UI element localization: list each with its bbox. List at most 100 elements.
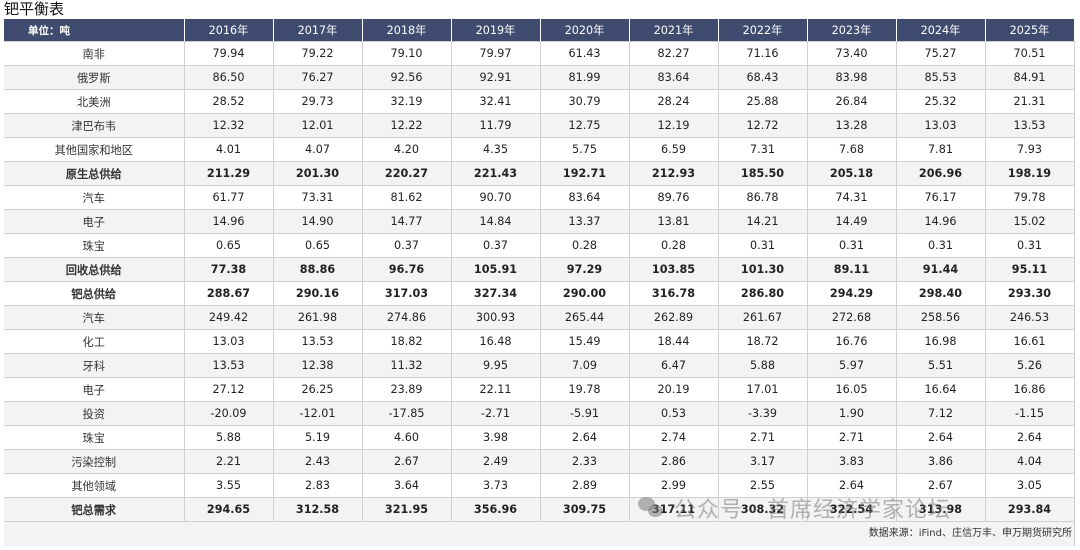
table-cell: 316.78 [629,281,719,306]
table-cell: -5.91 [540,401,630,426]
year-header: 2022年 [718,19,808,42]
table-cell: 300.93 [451,305,541,330]
table-cell: 70.51 [985,41,1075,66]
table-cell: 13.53 [273,329,363,354]
table-cell: 290.00 [540,281,630,306]
table-cell: 89.11 [807,257,897,282]
table-cell: 2.71 [718,425,808,450]
table-cell: 12.75 [540,113,630,138]
table-cell: 0.31 [896,233,986,258]
table-cell: 79.78 [985,185,1075,210]
table-row: 珠宝 0.65 0.65 0.37 0.37 0.28 0.28 0.31 0.31 0.31 0.… [4,233,1075,258]
table-cell: 73.31 [273,185,363,210]
table-cell: 5.19 [273,425,363,450]
table-cell: 220.27 [362,161,452,186]
table-cell: 2.71 [807,425,897,450]
table-row: 其他领域 3.55 2.83 3.64 3.73 2.89 2.99 2.55 2.64 2.67… [4,473,1075,498]
table-cell: 205.18 [807,161,897,186]
year-header: 2023年 [807,19,897,42]
table-cell: 2.64 [540,425,630,450]
table-cell: 22.11 [451,377,541,402]
table-cell: 86.78 [718,185,808,210]
table-cell: 86.50 [184,65,274,90]
table-cell: 18.44 [629,329,719,354]
table-cell: 0.37 [362,233,452,258]
row-label: 俄罗斯 [4,65,185,90]
table-cell: 0.31 [807,233,897,258]
table-cell: 12.19 [629,113,719,138]
table-cell: 12.32 [184,113,274,138]
table-cell: 12.22 [362,113,452,138]
table-cell: 73.40 [807,41,897,66]
table-row: 汽车 61.77 73.31 81.62 90.70 83.64 89.76 86.78 74.… [4,185,1075,210]
row-label: 珠宝 [4,233,185,258]
table-cell: 88.86 [273,257,363,282]
table-cell: 6.59 [629,137,719,162]
table-cell: 14.21 [718,209,808,234]
row-label: 南非 [4,41,185,66]
table-cell: 3.86 [896,449,986,474]
table-cell: 25.32 [896,89,986,114]
table-cell: 5.51 [896,353,986,378]
table-cell: 0.31 [985,233,1075,258]
table-row: 津巴布韦 12.32 12.01 12.22 11.79 12.75 12.19 12.72 1… [4,113,1075,138]
table-cell: 5.88 [184,425,274,450]
table-cell: 14.96 [896,209,986,234]
table-cell: 83.64 [540,185,630,210]
row-label: 钯总供给 [4,281,185,306]
row-label: 污染控制 [4,449,185,474]
row-label: 回收总供给 [4,257,185,282]
table-cell: 101.30 [718,257,808,282]
table-cell: 2.43 [273,449,363,474]
table-cell: 0.31 [718,233,808,258]
table-body: 南非 79.94 79.22 79.10 79.97 61.43 82.27 71.16 73.… [4,41,1075,546]
table-row: 电子 14.96 14.90 14.77 14.84 13.37 13.81 14.21 14.… [4,209,1075,234]
source-note: 数据来源：iFind、庄信万丰、申万期货研究所 [868,528,1072,539]
table-cell: 91.44 [896,257,986,282]
table-cell: 321.95 [362,497,452,522]
table-cell: 4.60 [362,425,452,450]
table-row: 电子 27.12 26.25 23.89 22.11 19.78 20.19 17.01 16.… [4,377,1075,402]
row-label: 电子 [4,209,185,234]
table-row: 汽车 249.42 261.98 274.86 300.93 265.44 262.89 26… [4,305,1075,330]
table-cell: 97.29 [540,257,630,282]
table-cell: 14.77 [362,209,452,234]
table-cell: 13.53 [184,353,274,378]
table-cell: 272.68 [807,305,897,330]
table-row: 北美洲 28.52 29.73 32.19 32.41 30.79 28.24 25.88 26… [4,89,1075,114]
table-cell: 3.17 [718,449,808,474]
table-cell: 12.01 [273,113,363,138]
table-cell: 308.32 [718,497,808,522]
page-title: 钯平衡表 [4,0,65,18]
table-cell: -17.85 [362,401,452,426]
table-cell: -20.09 [184,401,274,426]
table-cell: 5.97 [807,353,897,378]
table-cell: 221.43 [451,161,541,186]
table-cell: 74.31 [807,185,897,210]
table-cell: 21.31 [985,89,1075,114]
table-cell: 7.93 [985,137,1075,162]
footer-bar [4,522,1074,546]
table-row: 化工 13.03 13.53 18.82 16.48 15.49 18.44 18.72 16.… [4,329,1075,354]
table-cell: 3.55 [184,473,274,498]
year-header: 2020年 [540,19,630,42]
table-cell: 7.81 [896,137,986,162]
table-cell: 16.98 [896,329,986,354]
table-cell: 68.43 [718,65,808,90]
table-cell: 27.12 [184,377,274,402]
row-label: 化工 [4,329,185,354]
table-cell: 13.37 [540,209,630,234]
table-cell: 81.99 [540,65,630,90]
row-label: 津巴布韦 [4,113,185,138]
table-row: 钯总供给 288.67 290.16 317.03 327.34 290.00 316.78… [4,281,1075,306]
table-cell: 2.21 [184,449,274,474]
table-cell: 61.43 [540,41,630,66]
table-cell: 16.86 [985,377,1075,402]
unit-label: 单位：吨 [4,19,185,42]
table-cell: 293.30 [985,281,1075,306]
table-cell: 28.24 [629,89,719,114]
row-label: 原生总供给 [4,161,185,186]
table-cell: 14.96 [184,209,274,234]
table-cell: 2.99 [629,473,719,498]
table-cell: 25.88 [718,89,808,114]
